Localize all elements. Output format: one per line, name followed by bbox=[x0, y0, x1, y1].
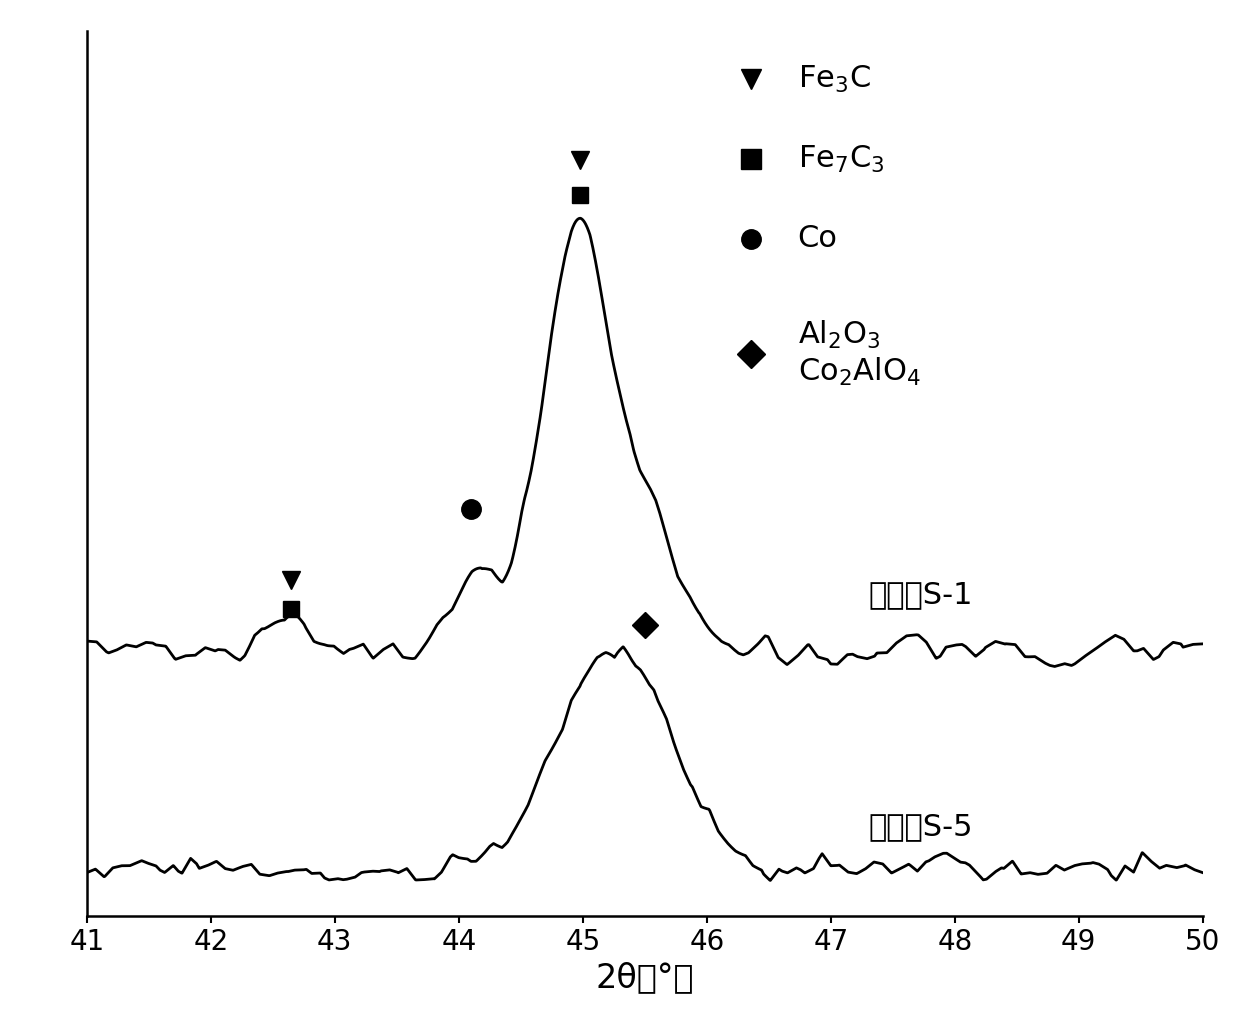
Text: Fe$_7$C$_3$: Fe$_7$C$_3$ bbox=[797, 144, 884, 174]
Text: 组合物S-1: 组合物S-1 bbox=[868, 580, 972, 610]
Text: Fe$_3$C: Fe$_3$C bbox=[797, 64, 870, 95]
Text: 组合物S-5: 组合物S-5 bbox=[868, 812, 972, 841]
Text: Al$_2$O$_3$
Co$_2$AlO$_4$: Al$_2$O$_3$ Co$_2$AlO$_4$ bbox=[797, 320, 920, 389]
Text: Co: Co bbox=[797, 224, 837, 253]
X-axis label: 2θ（°）: 2θ（°） bbox=[595, 962, 694, 995]
